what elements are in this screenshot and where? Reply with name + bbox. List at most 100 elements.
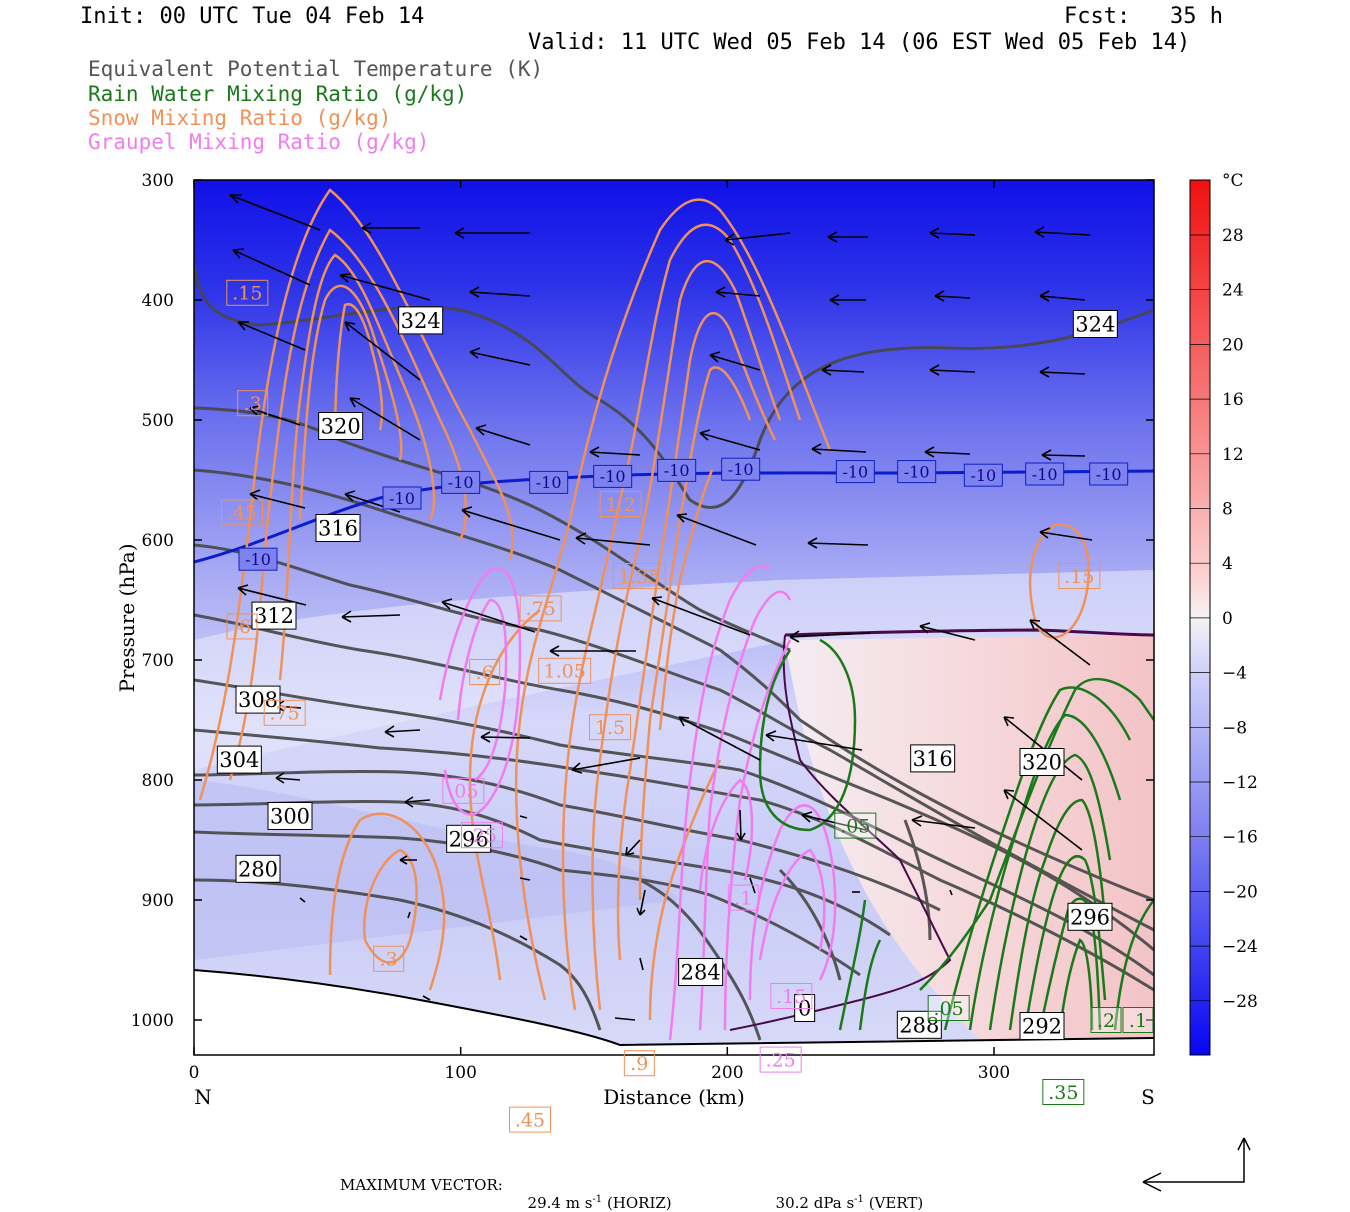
graupel-label: .15 [776, 986, 806, 1008]
isotherm-label: -10 [728, 460, 754, 479]
rain-label-box [834, 812, 877, 839]
freezing-isotherm [729, 628, 1154, 1031]
theta-e-label: 304 [219, 748, 259, 772]
snow-label-box [221, 499, 263, 526]
y-tick-300: 300 [142, 171, 174, 191]
isotherm-label-box [835, 460, 875, 484]
x-tick-100: 100 [444, 1063, 476, 1083]
theta-e-label-box [235, 685, 281, 714]
theta-e-label-box [678, 958, 724, 986]
colorbar-tick-label: 4 [1222, 554, 1233, 574]
legend-rain: Rain Water Mixing Ratio (g/kg) [88, 82, 468, 106]
isotherm-label: -10 [842, 462, 868, 481]
snow-label: 1.2 [606, 494, 636, 516]
y-tick-800: 800 [142, 771, 174, 791]
legend-theta-e: Equivalent Potential Temperature (K) [88, 57, 544, 81]
vert-value: 30.2 dPa s [775, 1194, 855, 1212]
snow-label: .6 [476, 662, 494, 684]
forecast-hour: Fcst: 35 h [1064, 4, 1223, 29]
isotherm-label: -10 [600, 467, 626, 486]
legend-snow: Snow Mixing Ratio (g/kg) [88, 106, 392, 130]
x-tick-labels: 0 100 200 300 [189, 1063, 1011, 1083]
snow-label: 1.35 [618, 566, 660, 588]
colorbar-tick-label: 16 [1222, 390, 1244, 410]
snow-label-box [589, 714, 631, 741]
isotherm-label-box [593, 464, 633, 488]
colorbar-tick-label: 12 [1222, 445, 1244, 465]
rain-label-box [1090, 1007, 1122, 1033]
theta-e-label: 320 [1022, 751, 1062, 775]
colorbar-tick-label: −16 [1222, 828, 1258, 848]
theta-e-label: 316 [913, 747, 953, 771]
isotherm-label: -10 [536, 473, 562, 492]
theta-e-label: 292 [1022, 1015, 1062, 1039]
theta-e-label: 316 [318, 517, 358, 541]
colorbar-tick-label: −8 [1222, 718, 1247, 738]
isotherm-label: -10 [970, 466, 996, 485]
isotherm-label: -10 [389, 489, 415, 508]
snow-label-box [1058, 563, 1101, 589]
theta-e-label: 288 [899, 1013, 939, 1037]
theta-e-label-box [1072, 310, 1118, 338]
snow-label-box [469, 659, 501, 685]
y-tick-labels: 300 400 500 600 700 800 900 1000 [131, 171, 174, 1031]
theta-e-label-box [1019, 1012, 1065, 1040]
snow-contours [198, 188, 1090, 1021]
colorbar-labels: 28 24 20 16 12 8 4 0 −4 −8 −12 −16 −20 −24 −28 [1222, 226, 1258, 1012]
graupel-label: .05 [448, 781, 478, 803]
south-label: S [1141, 1085, 1155, 1109]
valid-time: Valid: 11 UTC Wed 05 Feb 14 (06 EST Wed … [528, 30, 1191, 55]
rain-label: .1 [1129, 1010, 1147, 1032]
colorbar [1189, 179, 1211, 1056]
snow-label: .9 [630, 1053, 648, 1075]
theta-e-label-box [216, 745, 262, 774]
graupel-labels: .05 .25 .15 .25 .1 [442, 777, 813, 1073]
theta-e-label-box [1019, 748, 1065, 776]
x-tick-0: 0 [189, 1063, 200, 1083]
theta-e-label: 320 [321, 415, 361, 439]
colorbar-tick-label: −20 [1222, 882, 1258, 902]
snow-labels: .15 .3 .45 .6 .75 .75 .6 1.05 1.2 1.35 1.5 .3 .9 .45.… [221, 279, 1101, 1133]
y-tick-700: 700 [142, 651, 174, 671]
theta-e-label: 312 [254, 604, 294, 628]
graupel-label-box [727, 884, 759, 911]
colorbar-tick-label: −24 [1222, 937, 1258, 957]
rain-labels: .05 .05 .35 .1 .2 [834, 812, 1154, 1105]
colorbar-tick-label: −12 [1222, 773, 1258, 793]
snow-label: .3 [244, 393, 262, 415]
isotherm-label-box [238, 547, 278, 571]
snow-label: 1.05 [544, 661, 586, 683]
theta-e-label: 284 [681, 961, 721, 985]
isotherm-label-box [657, 458, 697, 482]
vert-unit: (VERT) [868, 1194, 924, 1212]
graupel-contours [438, 565, 837, 1041]
snow-label: .75 [270, 703, 300, 725]
isotherm-label-box [382, 486, 422, 510]
snow-label-box [373, 945, 405, 972]
theta-e-label: 296 [1070, 905, 1110, 929]
y-axis-label: Pressure (hPa) [115, 544, 139, 693]
snow-label: .45 [227, 502, 257, 524]
snow-label: .15 [232, 283, 262, 305]
colorbar-tick-label: 0 [1222, 609, 1233, 629]
max-vector-horiz: 29.4 m s-1 (HORIZ) [518, 1176, 672, 1212]
x-tick-300: 300 [978, 1063, 1010, 1083]
theta-e-label-box [315, 514, 361, 542]
rain-label: .35 [1048, 1082, 1078, 1104]
rain-label-box [1122, 1007, 1154, 1033]
y-tick-1000: 1000 [131, 1011, 174, 1031]
snow-label-box [226, 279, 269, 306]
graupel-label-box [442, 777, 485, 804]
theta-e-label-box [896, 1010, 942, 1039]
isotherm-label: -10 [448, 473, 474, 492]
graupel-label-box [461, 822, 503, 849]
snow-label: .45 [515, 1109, 545, 1131]
theta-e-labels: 3243243203203163163123083043002962962802… [216, 306, 1118, 1040]
isotherm-label-box [529, 470, 569, 494]
theta-e-label: 324 [1075, 313, 1115, 337]
theta-e-label-box [267, 802, 313, 830]
snow-label-box [623, 1050, 655, 1077]
wind-vectors [229, 194, 1093, 1021]
rain-label-box [927, 995, 970, 1021]
